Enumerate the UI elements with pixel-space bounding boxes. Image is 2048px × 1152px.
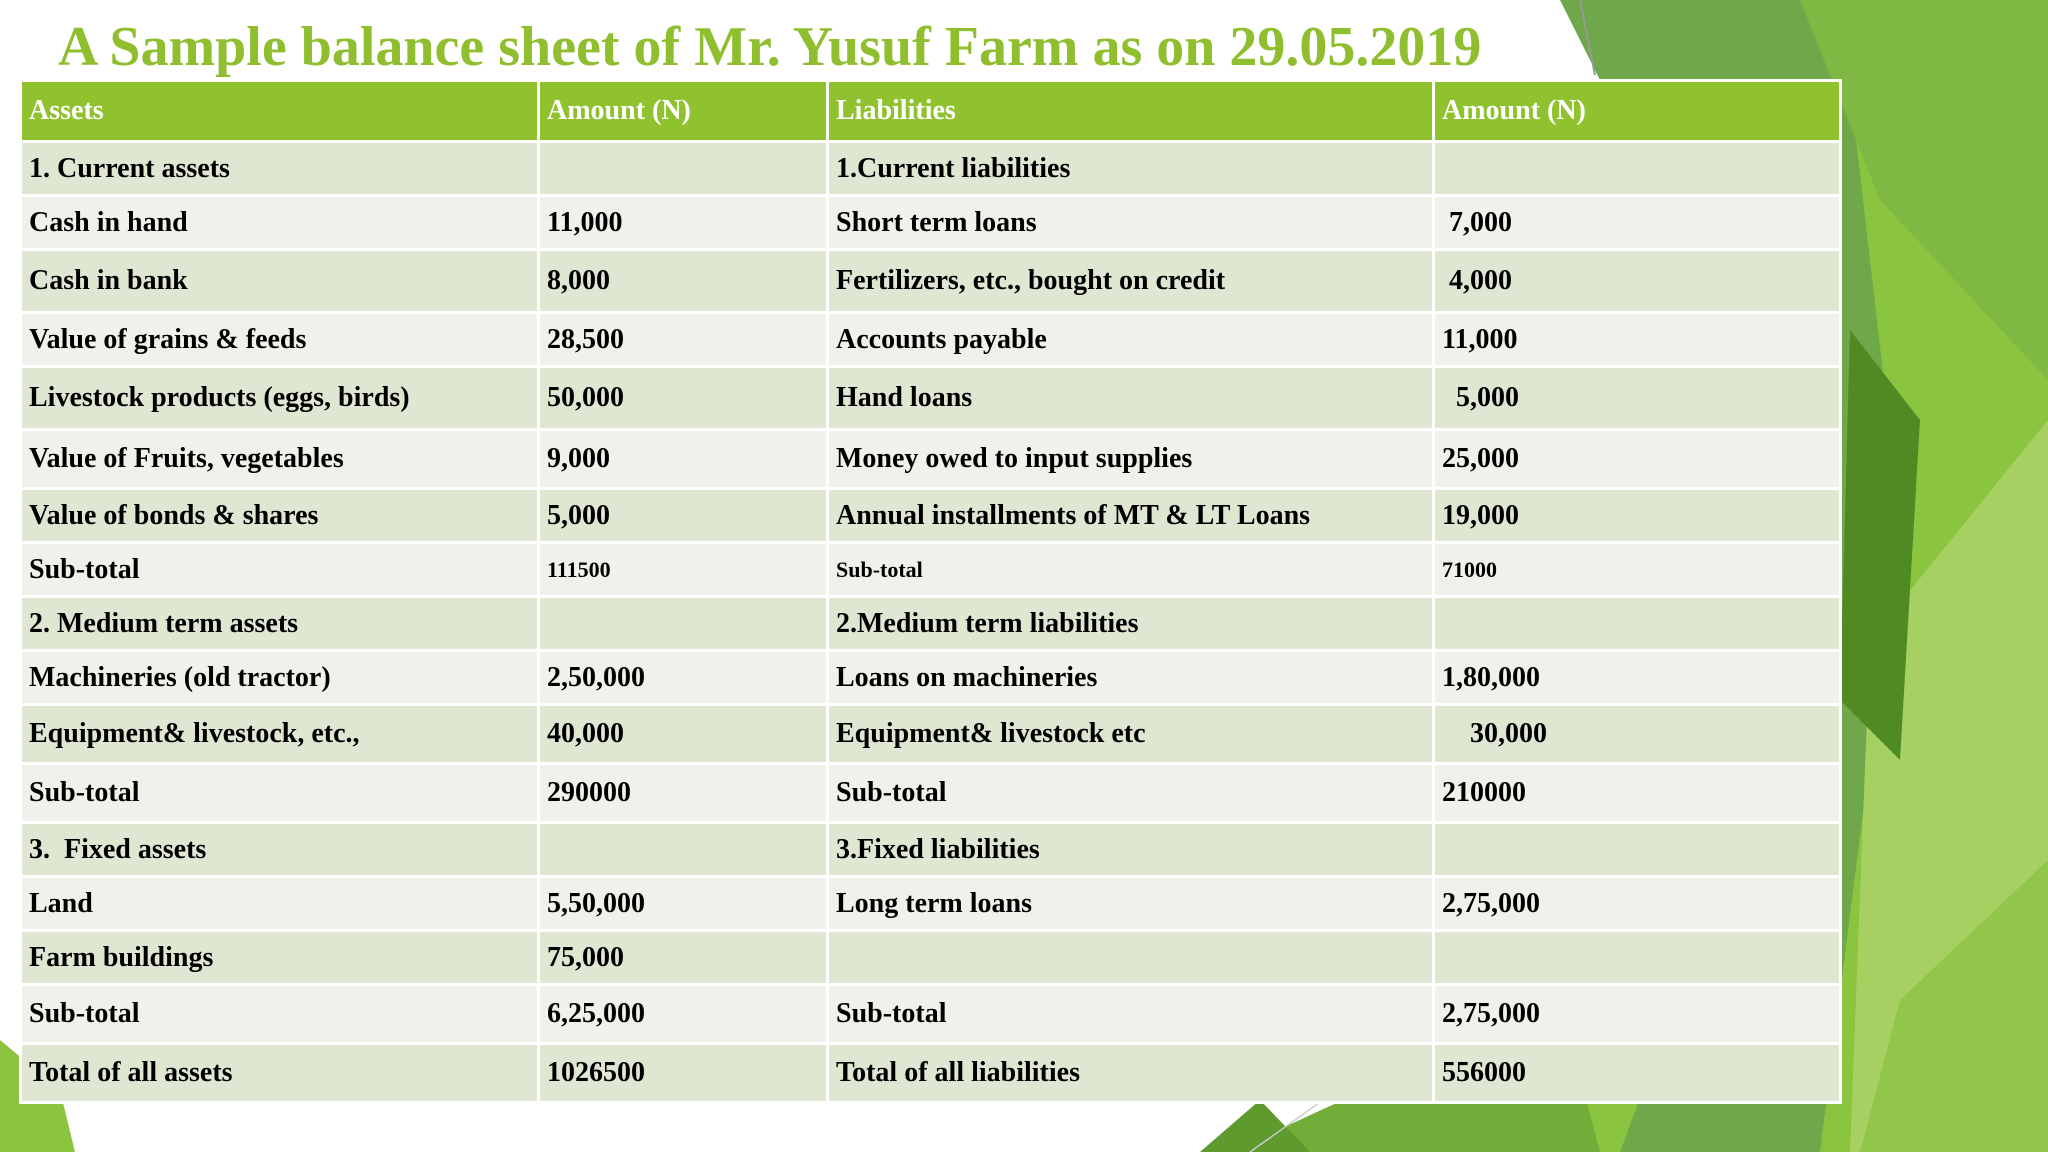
asset-cell: Cash in bank [19,248,540,314]
liability-cell: Accounts payable [826,311,1435,368]
asset-cell: Value of bonds & shares [19,487,540,544]
asset-amount-cell: 40,000 [537,703,829,765]
liability-cell: Sub-total [826,541,1435,598]
asset-cell: Machineries (old tractor) [19,649,540,706]
liability-cell: Equipment& livestock etc [826,703,1435,765]
liability-amount-cell: 71000 [1432,541,1842,598]
asset-cell: Value of grains & feeds [19,311,540,368]
asset-cell: Total of all assets [19,1042,540,1104]
liability-cell: Short term loans [826,194,1435,251]
liability-amount-cell: 11,000 [1432,311,1842,368]
liability-amount-cell: 2,75,000 [1432,983,1842,1045]
asset-cell: Equipment& livestock, etc., [19,703,540,765]
liability-amount-cell: 1,80,000 [1432,649,1842,706]
asset-amount-cell: 28,500 [537,311,829,368]
asset-amount-cell: 11,000 [537,194,829,251]
table-row: Value of bonds & shares 5,000 Annual ins… [19,487,1842,544]
liability-amount-cell [1432,821,1842,878]
asset-cell: Farm buildings [19,929,540,986]
table-row: Value of Fruits, vegetables 9,000 Money … [19,428,1842,490]
liability-cell: 2.Medium term liabilities [826,595,1435,652]
balance-sheet-table: Assets Amount (N) Liabilities Amount (N)… [19,79,1842,1104]
liability-cell: Loans on machineries [826,649,1435,706]
liability-amount-cell: 25,000 [1432,428,1842,490]
table-row: Land 5,50,000 Long term loans 2,75,000 [19,875,1842,932]
total-row: Total of all assets 1026500 Total of all… [19,1042,1842,1104]
asset-amount-cell: 1026500 [537,1042,829,1104]
liability-cell: Annual installments of MT & LT Loans [826,487,1435,544]
subtotal-row: Sub-total 6,25,000 Sub-total 2,75,000 [19,983,1842,1045]
liability-cell: 3.Fixed liabilities [826,821,1435,878]
asset-amount-cell: 5,000 [537,487,829,544]
section-row: 3. Fixed assets 3.Fixed liabilities [19,821,1842,878]
header-assets: Assets [19,79,540,143]
liability-cell: Sub-total [826,762,1435,824]
subtotal-row: Sub-total 290000 Sub-total 210000 [19,762,1842,824]
liability-amount-cell: 7,000 [1432,194,1842,251]
liability-cell: Long term loans [826,875,1435,932]
asset-amount-cell: 290000 [537,762,829,824]
table-row: Cash in hand 11,000 Short term loans 7,0… [19,194,1842,251]
asset-amount-cell [537,595,829,652]
asset-cell: Sub-total [19,762,540,824]
liability-amount-cell: 556000 [1432,1042,1842,1104]
asset-cell: Value of Fruits, vegetables [19,428,540,490]
liability-cell: Hand loans [826,365,1435,431]
table-row: Livestock products (eggs, birds) 50,000 … [19,365,1842,431]
liability-cell: Total of all liabilities [826,1042,1435,1104]
asset-cell: Cash in hand [19,194,540,251]
asset-amount-cell: 111500 [537,541,829,598]
liability-cell: Fertilizers, etc., bought on credit [826,248,1435,314]
table-row: Farm buildings 75,000 [19,929,1842,986]
asset-cell: 1. Current assets [19,140,540,197]
liability-amount-cell: 19,000 [1432,487,1842,544]
page-title: A Sample balance sheet of Mr. Yusuf Farm… [58,16,1482,78]
section-row: 2. Medium term assets 2.Medium term liab… [19,595,1842,652]
table-row: Value of grains & feeds 28,500 Accounts … [19,311,1842,368]
table-row: Equipment& livestock, etc., 40,000 Equip… [19,703,1842,765]
asset-cell: Livestock products (eggs, birds) [19,365,540,431]
asset-cell: Land [19,875,540,932]
asset-amount-cell: 9,000 [537,428,829,490]
asset-cell: Sub-total [19,983,540,1045]
table-row: 1. Current assets 1.Current liabilities [19,140,1842,197]
table-row: Machineries (old tractor) 2,50,000 Loans… [19,649,1842,706]
asset-amount-cell: 2,50,000 [537,649,829,706]
liability-amount-cell: 5,000 [1432,365,1842,431]
asset-cell: 2. Medium term assets [19,595,540,652]
liability-cell [826,929,1435,986]
liability-amount-cell: 30,000 [1432,703,1842,765]
asset-amount-cell: 75,000 [537,929,829,986]
liability-amount-cell [1432,595,1842,652]
asset-amount-cell: 50,000 [537,365,829,431]
asset-amount-cell: 8,000 [537,248,829,314]
asset-amount-cell: 5,50,000 [537,875,829,932]
liability-amount-cell [1432,140,1842,197]
header-assets-amount: Amount (N) [537,79,829,143]
asset-cell: 3. Fixed assets [19,821,540,878]
header-liabilities-amount: Amount (N) [1432,79,1842,143]
asset-amount-cell [537,140,829,197]
liability-amount-cell: 4,000 [1432,248,1842,314]
table-row: Cash in bank 8,000 Fertilizers, etc., bo… [19,248,1842,314]
liability-amount-cell: 210000 [1432,762,1842,824]
liability-cell: Sub-total [826,983,1435,1045]
liability-cell: 1.Current liabilities [826,140,1435,197]
asset-amount-cell: 6,25,000 [537,983,829,1045]
subtotal-row: Sub-total 111500 Sub-total 71000 [19,541,1842,598]
asset-cell: Sub-total [19,541,540,598]
asset-amount-cell [537,821,829,878]
liability-amount-cell [1432,929,1842,986]
header-liabilities: Liabilities [826,79,1435,143]
liability-amount-cell: 2,75,000 [1432,875,1842,932]
table-header-row: Assets Amount (N) Liabilities Amount (N) [19,79,1842,143]
liability-cell: Money owed to input supplies [826,428,1435,490]
